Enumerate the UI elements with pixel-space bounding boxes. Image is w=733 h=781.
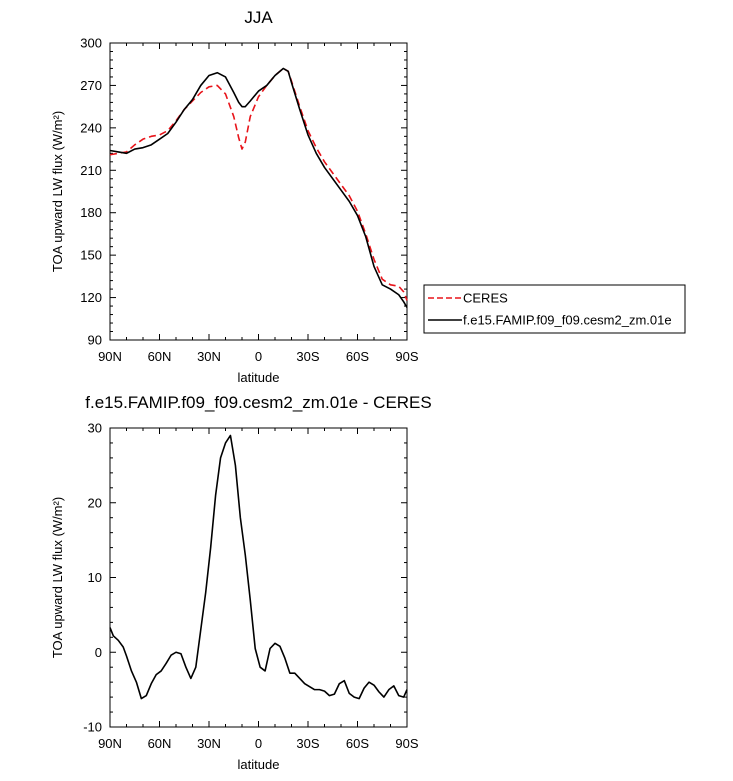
bottom-x-tick-label: 30N bbox=[197, 736, 221, 751]
top-x-tick-label: 60S bbox=[346, 349, 369, 364]
top-chart-title: JJA bbox=[244, 8, 273, 27]
top-y-tick-label: 210 bbox=[80, 163, 102, 178]
bottom-y-axis-label: TOA upward LW flux (W/m²) bbox=[50, 497, 65, 658]
top-y-axis-label: TOA upward LW flux (W/m²) bbox=[50, 111, 65, 272]
bottom-y-tick-label: 0 bbox=[95, 645, 102, 660]
top-y-tick-label: 90 bbox=[88, 333, 102, 348]
top-series-line-ceres bbox=[109, 67, 408, 301]
bottom-y-tick-label: 10 bbox=[88, 570, 102, 585]
bottom-y-tick-label: -10 bbox=[83, 720, 102, 735]
bottom-x-tick-label: 90S bbox=[395, 736, 418, 751]
top-y-tick-label: 180 bbox=[80, 205, 102, 220]
legend-box bbox=[423, 284, 686, 334]
bottom-series-line-model bbox=[109, 434, 408, 700]
bottom-x-tick-label: 60N bbox=[148, 736, 172, 751]
bottom-chart: f.e15.FAMIP.f09_f09.cesm2_zm.01e - CERES… bbox=[50, 393, 432, 772]
bottom-x-tick-label: 0 bbox=[255, 736, 262, 751]
top-x-tick-label: 30N bbox=[197, 349, 221, 364]
bottom-x-tick-label: 90N bbox=[98, 736, 122, 751]
bottom-y-tick-label: 30 bbox=[88, 421, 102, 436]
bottom-y-tick-label: 20 bbox=[88, 495, 102, 510]
top-plot-frame bbox=[109, 42, 408, 341]
top-series-line-model bbox=[109, 67, 408, 308]
top-y-tick-label: 120 bbox=[80, 290, 102, 305]
legend: CERES f.e15.FAMIP.f09_f09.cesm2_zm.01e bbox=[423, 284, 686, 334]
top-chart: JJA 90 120 150 180 210 240 270 300 90N 60N 30N 0 30S 6… bbox=[50, 8, 686, 385]
top-y-tick-label: 270 bbox=[80, 78, 102, 93]
bottom-x-tick-label: 30S bbox=[296, 736, 319, 751]
top-x-tick-label: 90N bbox=[98, 349, 122, 364]
top-y-tick-label: 240 bbox=[80, 120, 102, 135]
bottom-chart-title: f.e15.FAMIP.f09_f09.cesm2_zm.01e - CERES bbox=[85, 393, 431, 412]
top-x-axis-label: latitude bbox=[238, 370, 280, 385]
legend-label-ceres: CERES bbox=[463, 291, 508, 306]
bottom-plot-frame bbox=[109, 427, 408, 728]
top-x-tick-label: 90S bbox=[395, 349, 418, 364]
bottom-x-axis-label: latitude bbox=[238, 757, 280, 772]
top-y-tick-label: 300 bbox=[80, 36, 102, 51]
top-x-tick-label: 30S bbox=[296, 349, 319, 364]
top-x-tick-label: 0 bbox=[255, 349, 262, 364]
top-x-tick-label: 60N bbox=[148, 349, 172, 364]
bottom-x-tick-label: 60S bbox=[346, 736, 369, 751]
legend-label-model: f.e15.FAMIP.f09_f09.cesm2_zm.01e bbox=[463, 313, 672, 328]
top-y-tick-label: 150 bbox=[80, 248, 102, 263]
